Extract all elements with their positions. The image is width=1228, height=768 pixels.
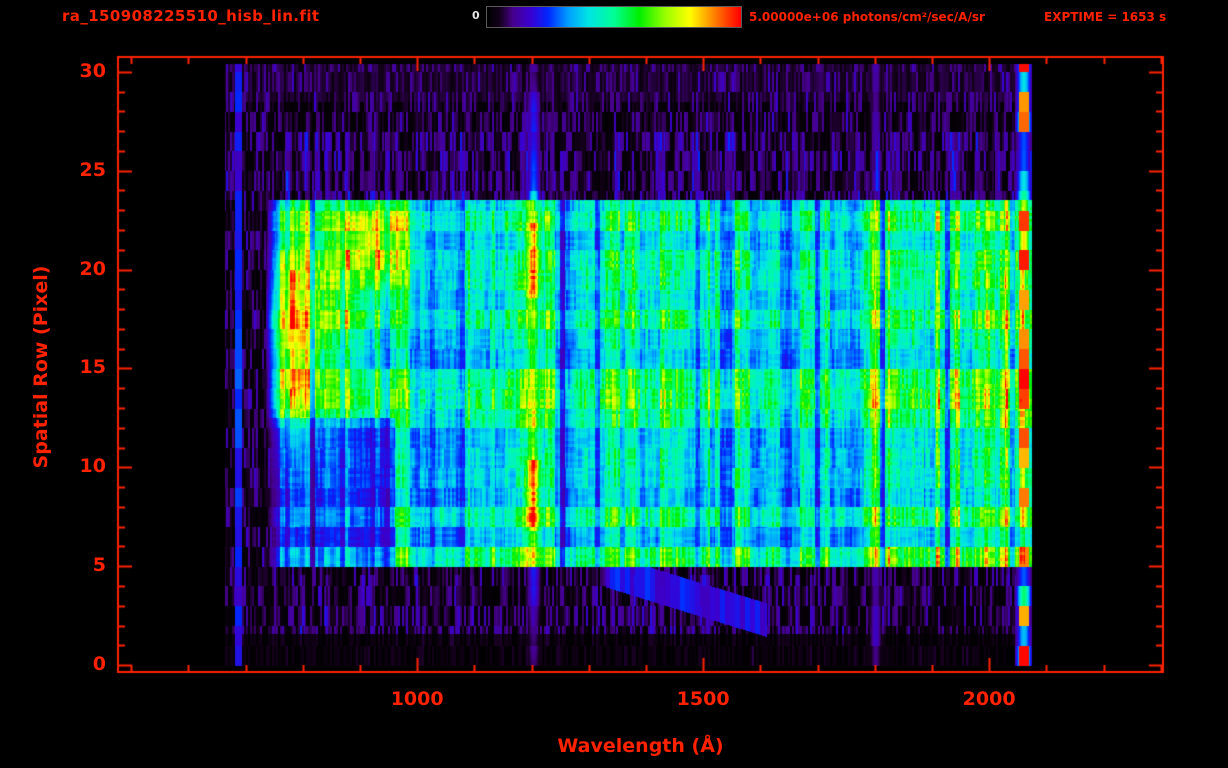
y-tick-label-15: 15 bbox=[79, 356, 106, 379]
exptime-label: EXPTIME = 1653 s bbox=[1044, 10, 1167, 24]
x-tick-label-1000: 1000 bbox=[390, 688, 444, 710]
colorbar-gradient bbox=[486, 6, 742, 28]
y-tick-label-5: 5 bbox=[92, 554, 106, 577]
y-tick-label-25: 25 bbox=[79, 158, 106, 181]
y-tick-label-10: 10 bbox=[79, 455, 106, 478]
x-axis-title: Wavelength (Å) bbox=[557, 735, 724, 757]
colorbar-min-label: 0 bbox=[472, 9, 480, 22]
x-tick-label-1500: 1500 bbox=[676, 688, 730, 710]
filename-label: ra_150908225510_hisb_lin.fit bbox=[62, 7, 320, 25]
y-tick-label-20: 20 bbox=[79, 257, 106, 280]
y-tick-label-0: 0 bbox=[92, 653, 106, 676]
y-tick-label-30: 30 bbox=[79, 59, 106, 82]
x-tick-label-2000: 2000 bbox=[962, 688, 1016, 710]
colorbar-max-label: 5.00000e+06 photons/cm²/sec/A/sr bbox=[749, 10, 985, 24]
